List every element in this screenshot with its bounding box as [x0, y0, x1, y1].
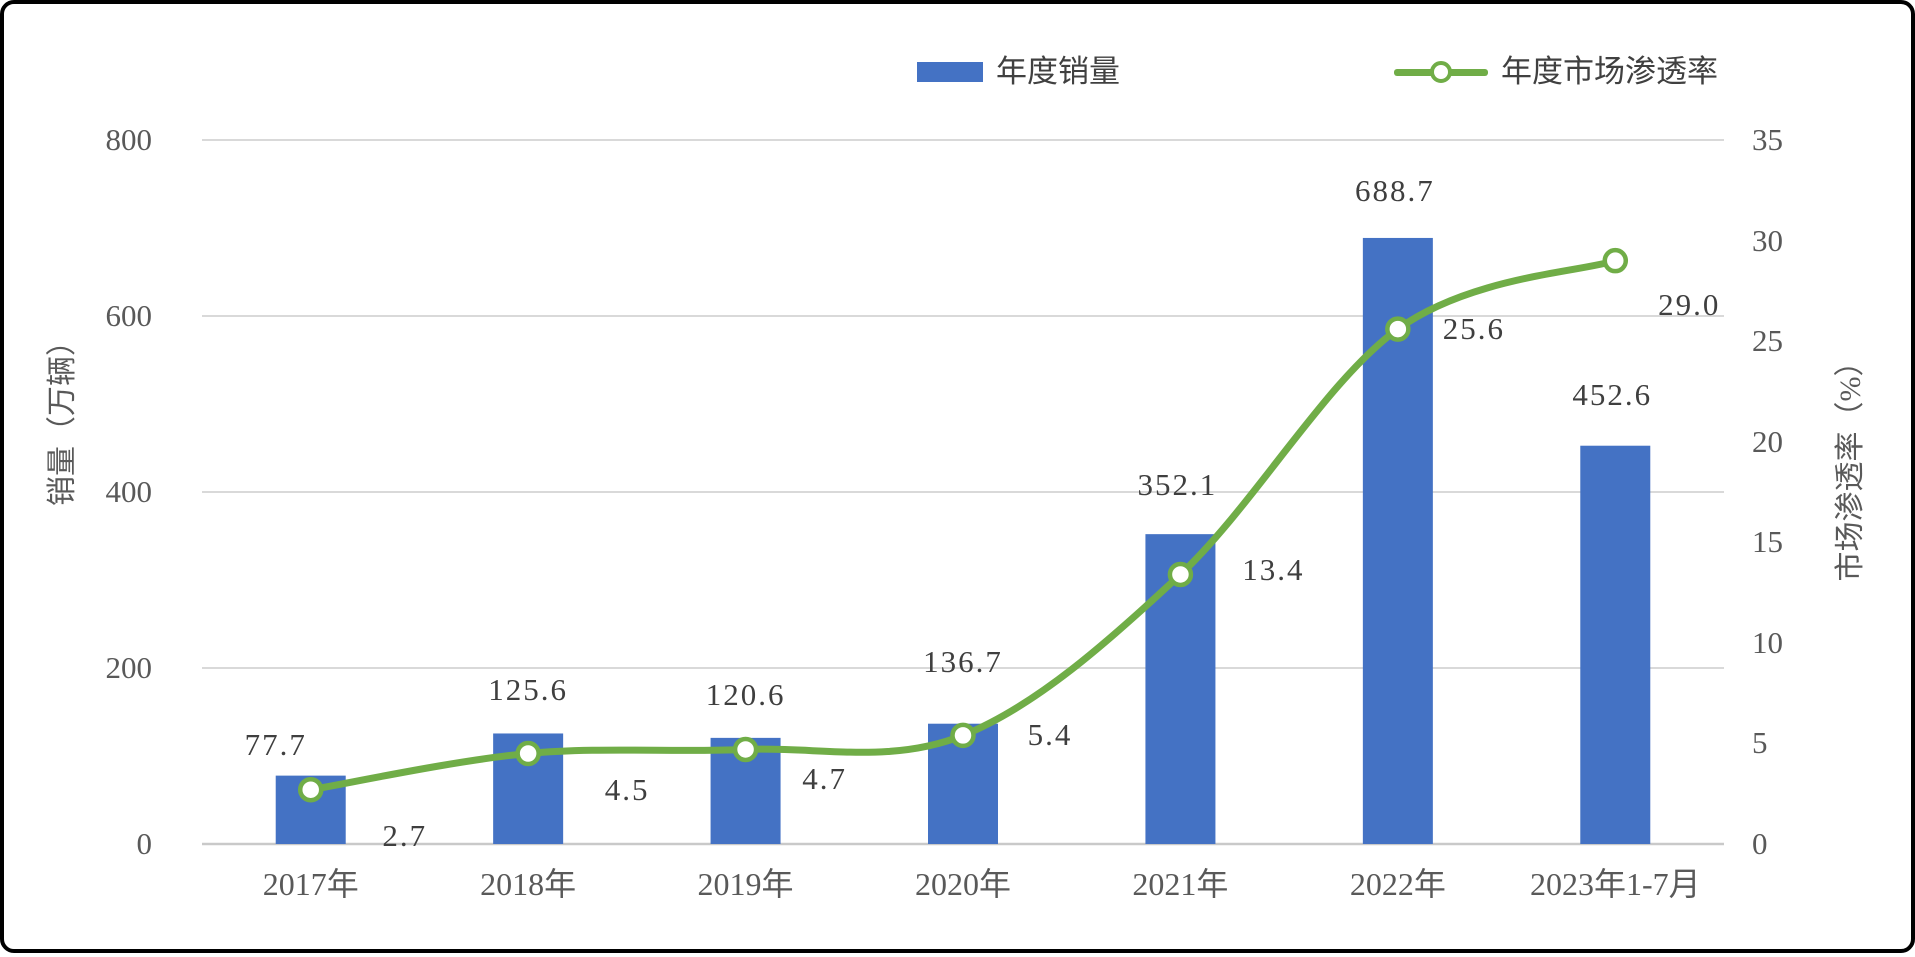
x-axis-category-label: 2023年1-7月 — [1529, 866, 1701, 902]
bar-value-label: 452.6 — [1572, 376, 1653, 412]
x-axis-category-label: 2019年 — [697, 866, 794, 902]
line-value-label: 2.7 — [382, 817, 428, 853]
bar-value-label: 352.1 — [1137, 467, 1218, 503]
x-axis-category-label: 2020年 — [914, 866, 1011, 902]
penetration-marker — [297, 776, 324, 803]
legend-bar-swatch — [917, 62, 983, 82]
line-value-label: 4.7 — [802, 761, 847, 797]
bar-value-label: 77.7 — [244, 726, 307, 762]
line-value-label: 29.0 — [1658, 286, 1721, 322]
bar-value-label: 136.7 — [923, 643, 1003, 679]
penetration-marker — [1167, 561, 1194, 588]
penetration-marker — [1385, 316, 1411, 342]
y-right-tick-label: 25 — [1752, 323, 1783, 359]
left-axis-title: 销量（万辆） — [46, 326, 79, 506]
y-left-tick-label: 0 — [136, 826, 153, 861]
y-right-tick-label: 0 — [1752, 826, 1768, 861]
bar-value-label: 120.6 — [705, 676, 786, 712]
y-right-tick-label: 15 — [1752, 524, 1783, 560]
legend-circle-marker-icon — [1430, 61, 1452, 83]
line-value-label: 5.4 — [1027, 717, 1073, 753]
x-axis-category-label: 2021年 — [1132, 866, 1229, 902]
y-left-tick-label: 400 — [105, 474, 153, 509]
y-left-tick-label: 800 — [105, 122, 153, 157]
legend-label-penetration: 年度市场渗透率 — [1501, 54, 1718, 89]
line-value-label: 13.4 — [1242, 552, 1305, 588]
penetration-marker — [950, 722, 976, 749]
penetration-marker — [732, 736, 759, 763]
legend-item-sales: 年度销量 — [917, 52, 1120, 92]
sales-bar — [1580, 445, 1651, 844]
x-axis-category-label: 2018年 — [480, 866, 577, 902]
bar-value-label: 125.6 — [488, 672, 569, 708]
y-left-tick-label: 600 — [105, 298, 153, 333]
x-axis-category-label: 2022年 — [1349, 866, 1446, 902]
y-right-tick-label: 10 — [1752, 624, 1783, 660]
y-right-tick-label: 5 — [1752, 725, 1768, 761]
line-value-label: 4.5 — [604, 772, 650, 808]
legend-label-sales: 年度销量 — [996, 54, 1120, 89]
penetration-marker — [1602, 247, 1629, 274]
line-value-label: 25.6 — [1442, 311, 1505, 347]
y-right-tick-label: 35 — [1752, 122, 1783, 157]
legend-item-penetration: 年度市场渗透率 — [1394, 52, 1718, 92]
legend-line-swatch — [1394, 52, 1488, 92]
plot-area — [202, 139, 1724, 846]
right-axis-title: 市场渗透率（%） — [1834, 346, 1867, 582]
x-axis-category-label: 2017年 — [262, 866, 359, 902]
y-left-tick-label: 200 — [105, 650, 153, 685]
y-right-tick-label: 30 — [1752, 222, 1783, 258]
y-right-tick-label: 20 — [1752, 423, 1783, 459]
bar-value-label: 688.7 — [1354, 172, 1435, 208]
penetration-marker — [515, 740, 541, 767]
